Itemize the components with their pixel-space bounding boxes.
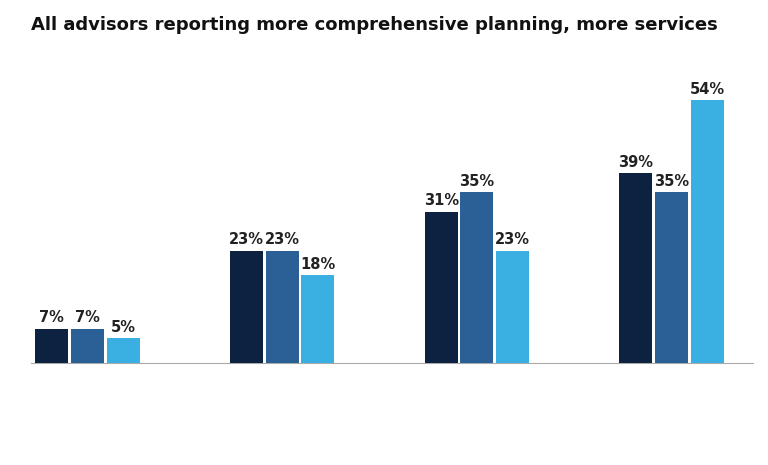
Bar [690, 100, 723, 363]
Bar [460, 193, 494, 363]
Text: 54%: 54% [690, 81, 725, 97]
Text: 7%: 7% [39, 310, 65, 325]
Bar [266, 251, 299, 363]
Bar [230, 251, 263, 363]
Text: 23%: 23% [229, 232, 264, 247]
Bar [425, 212, 458, 363]
Text: 18%: 18% [300, 257, 336, 272]
Text: 23%: 23% [495, 232, 530, 247]
Text: 35%: 35% [654, 174, 689, 189]
Bar [301, 275, 334, 363]
Bar [496, 251, 529, 363]
Text: All advisors reporting more comprehensive planning, more services: All advisors reporting more comprehensiv… [31, 16, 717, 34]
Text: 23%: 23% [265, 232, 300, 247]
Text: 7%: 7% [75, 310, 100, 325]
Text: 31%: 31% [424, 193, 458, 208]
Bar [619, 173, 653, 363]
Text: 35%: 35% [459, 174, 495, 189]
Bar [655, 193, 688, 363]
Bar [35, 329, 68, 363]
Text: 39%: 39% [618, 154, 654, 170]
Bar [71, 329, 104, 363]
Text: 5%: 5% [111, 320, 136, 335]
Bar [107, 339, 140, 363]
